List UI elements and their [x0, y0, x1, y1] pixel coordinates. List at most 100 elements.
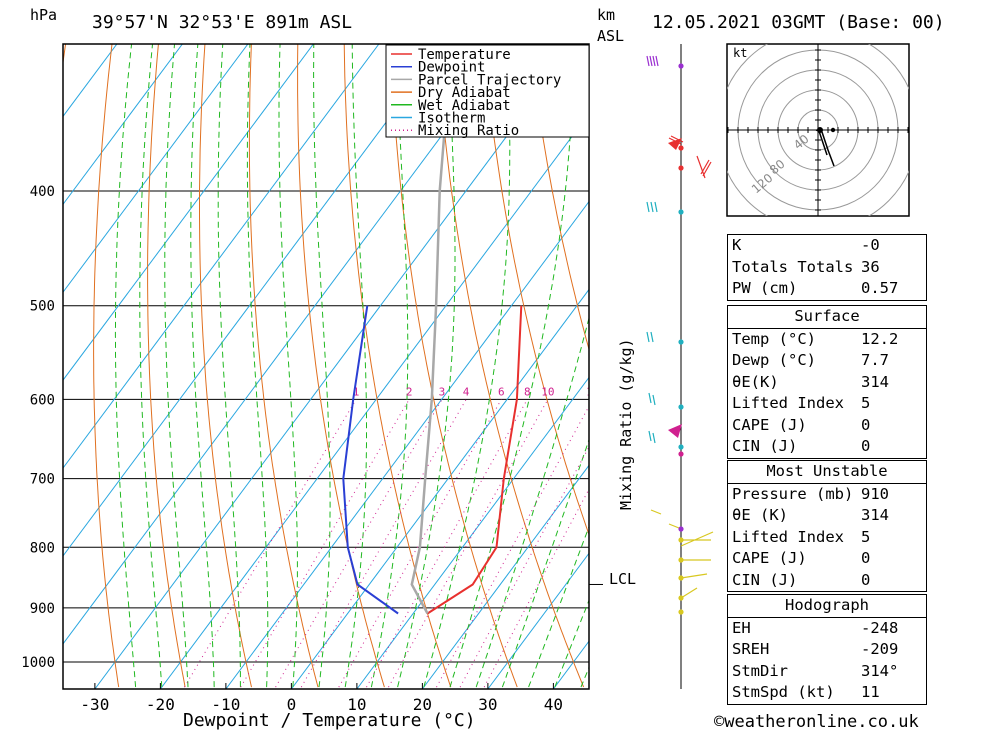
hodograph-storm-point — [817, 127, 823, 133]
pressure-tick-label: 600 — [30, 392, 55, 408]
x-tick-label: 40 — [544, 695, 563, 714]
series-dewpoint — [342, 305, 399, 615]
pressure-tick-label: 400 — [30, 184, 55, 200]
surface-title: Surface — [728, 306, 926, 329]
dry-adiabat-line — [147, 44, 186, 688]
isotherm-line — [63, 44, 249, 294]
wind-barb — [680, 531, 714, 547]
wet-adiabat-line — [278, 44, 298, 688]
height-unit-asl: ASL — [597, 27, 625, 45]
wet-adiabat-line — [344, 44, 367, 688]
stat-row: θE (K) 314 — [732, 506, 889, 524]
mixing-ratio-line — [388, 399, 549, 688]
surface-panel: Surface Temp (°C) 12.2 Dewp (°C) 7.7 θE(K)… — [727, 305, 927, 459]
stat-row: θE(K) 314 — [732, 372, 889, 391]
mixing-ratio-axis-label: Mixing Ratio (g/kg) — [617, 338, 635, 510]
stat-row: Dewp (°C) 7.7 — [732, 351, 889, 369]
dry-adiabat-line — [248, 44, 319, 688]
pressure-tick-label: 700 — [30, 472, 55, 488]
stat-row: Temp (°C) 12.2 — [732, 329, 899, 348]
location-title: 39°57'N 32°53'E 891m ASL — [92, 12, 353, 33]
wind-barb — [680, 573, 708, 579]
isotherm-line — [159, 112, 589, 689]
stat-row: CAPE (J) 0 — [732, 549, 871, 567]
wind-barb — [680, 587, 698, 599]
stat-row: StmDir 314° — [732, 661, 899, 680]
isotherm-line — [94, 44, 576, 689]
wet-adiabat-line — [313, 44, 331, 688]
wet-adiabat-line — [217, 44, 241, 688]
stat-row: CIN (J) 0 — [732, 570, 871, 589]
mixing-ratio-line — [275, 399, 443, 688]
legend-item: Isotherm — [418, 111, 485, 127]
stat-row: StmSpd (kt) 11 — [732, 683, 880, 701]
x-tick-label: -10 — [211, 695, 240, 714]
x-tick-label: 0 — [287, 695, 297, 714]
mixing-ratio-line — [338, 399, 502, 688]
wet-adiabat-line — [370, 44, 409, 688]
most-unstable-panel: Most Unstable Pressure (mb) 910 θE (K) 314… — [727, 460, 927, 592]
datetime-title: 12.05.2021 03GMT (Base: 00) — [652, 12, 945, 33]
dry-adiabat-line — [297, 44, 385, 688]
wind-level-dot — [678, 339, 684, 345]
dry-adiabat-line — [93, 44, 120, 688]
wind-level-dot — [678, 165, 684, 171]
mixing-ratio-line — [483, 488, 589, 688]
mixing-ratio-label: 8 — [524, 385, 531, 398]
wind-level-dot — [678, 526, 684, 532]
wind-level-dot — [678, 444, 684, 450]
wind-barb — [648, 430, 656, 444]
wind-level-dot — [678, 537, 684, 543]
wind-level-dot — [678, 595, 684, 601]
isotherm-line — [63, 44, 445, 557]
mixing-ratio-line — [459, 445, 589, 688]
stat-row: PW (cm) 0.57 — [732, 279, 899, 297]
stat-row: Pressure (mb) 910 — [732, 484, 889, 503]
wind-level-dot — [678, 209, 684, 215]
wet-adiabat-line — [246, 44, 269, 688]
dry-adiabat-line — [929, 0, 1000, 687]
x-tick-label: -30 — [80, 695, 109, 714]
wet-adiabat-line — [139, 44, 163, 688]
isotherm-line — [225, 200, 589, 689]
mixing-ratio-label: 4 — [463, 385, 470, 398]
mixing-ratio-label: 16 — [586, 385, 599, 398]
wind-barb — [646, 201, 658, 213]
wind-level-dot — [678, 609, 684, 615]
wet-adiabat-line — [554, 599, 589, 688]
pressure-tick-label: 800 — [30, 540, 55, 556]
stat-row: SREH -209 — [732, 640, 899, 658]
legend-item: Wet Adiabat — [418, 98, 511, 114]
dry-adiabat-line — [63, 44, 67, 66]
mixing-ratio-line — [436, 405, 589, 688]
pressure-tick-label: 900 — [30, 601, 55, 617]
plot-frame — [62, 43, 590, 690]
hodograph-title: Hodograph — [728, 595, 926, 618]
hodograph-point — [830, 127, 836, 133]
wet-adiabat-line — [190, 44, 215, 688]
stat-row: Lifted Index 5 — [732, 394, 871, 412]
x-tick-label: 30 — [478, 695, 497, 714]
wind-level-dot — [678, 557, 684, 563]
isotherm-line — [63, 44, 511, 645]
wind-barb — [650, 509, 680, 529]
pressure-tick-label: 500 — [30, 299, 55, 315]
series-temperature — [426, 305, 523, 615]
stat-row: CAPE (J) 0 — [732, 415, 871, 434]
wind-level-dot — [678, 145, 684, 151]
x-tick-label: 10 — [347, 695, 366, 714]
isotherm-line — [63, 44, 118, 118]
isotherm-line — [356, 376, 589, 689]
isotherm-line — [0, 44, 51, 689]
wind-flag — [668, 424, 682, 438]
mixing-ratio-line — [183, 399, 357, 688]
mixing-ratio-label: 6 — [498, 385, 505, 398]
x-tick-label: -20 — [146, 695, 175, 714]
height-unit-km: km — [597, 6, 616, 24]
mixing-ratio-label: 1 — [353, 385, 360, 398]
legend-item: Parcel Trajectory — [418, 72, 561, 88]
